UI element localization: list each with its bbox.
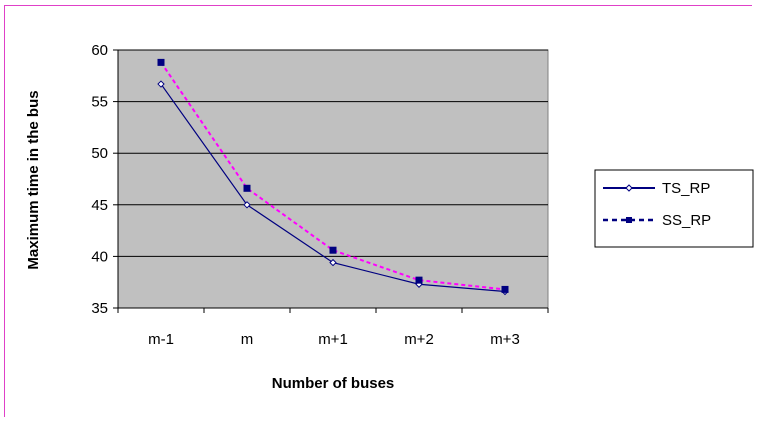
y-axis: 35 40 45 50 55 60: [91, 42, 119, 317]
y-tick-label: 45: [91, 197, 108, 214]
x-tick-label: m-1: [148, 331, 174, 348]
legend-item: TS_RP: [603, 180, 710, 197]
y-tick-label: 40: [91, 248, 108, 265]
legend: TS_RP SS_RP: [594, 169, 754, 248]
x-axis: m-1 m m+1 m+2 m+3: [117, 307, 549, 348]
data-point: [501, 285, 509, 293]
x-tick-label: m+2: [404, 331, 434, 348]
x-tick-label: m+1: [318, 331, 348, 348]
series-layer: [157, 58, 509, 296]
y-tick-label: 55: [91, 94, 108, 111]
x-axis-title: Number of buses: [272, 375, 395, 392]
series-line: [160, 61, 506, 291]
plot-area: [117, 49, 549, 309]
data-point: [329, 246, 337, 254]
series-SS_RP: [157, 58, 509, 293]
legend-marker: [626, 217, 632, 223]
y-axis-title: Maximum time in the bus: [25, 90, 42, 269]
y-tick-label: 35: [91, 300, 108, 317]
data-point: [329, 258, 337, 267]
data-point: [157, 80, 165, 88]
data-point: [243, 201, 251, 209]
data-point: [415, 276, 423, 284]
y-tick-label: 50: [91, 145, 108, 162]
x-tick-label: m+3: [490, 331, 520, 348]
legend-label: SS_RP: [662, 212, 711, 229]
x-tick-label: m: [241, 331, 254, 348]
legend-marker: [625, 184, 633, 192]
legend-box: [594, 169, 754, 248]
chart-frame: [4, 5, 752, 417]
legend-item: SS_RP: [603, 212, 711, 229]
y-tick-label: 60: [91, 42, 108, 59]
legend-label: TS_RP: [662, 180, 710, 197]
data-point: [157, 58, 165, 66]
grid: [118, 49, 548, 257]
data-point: [243, 184, 251, 192]
